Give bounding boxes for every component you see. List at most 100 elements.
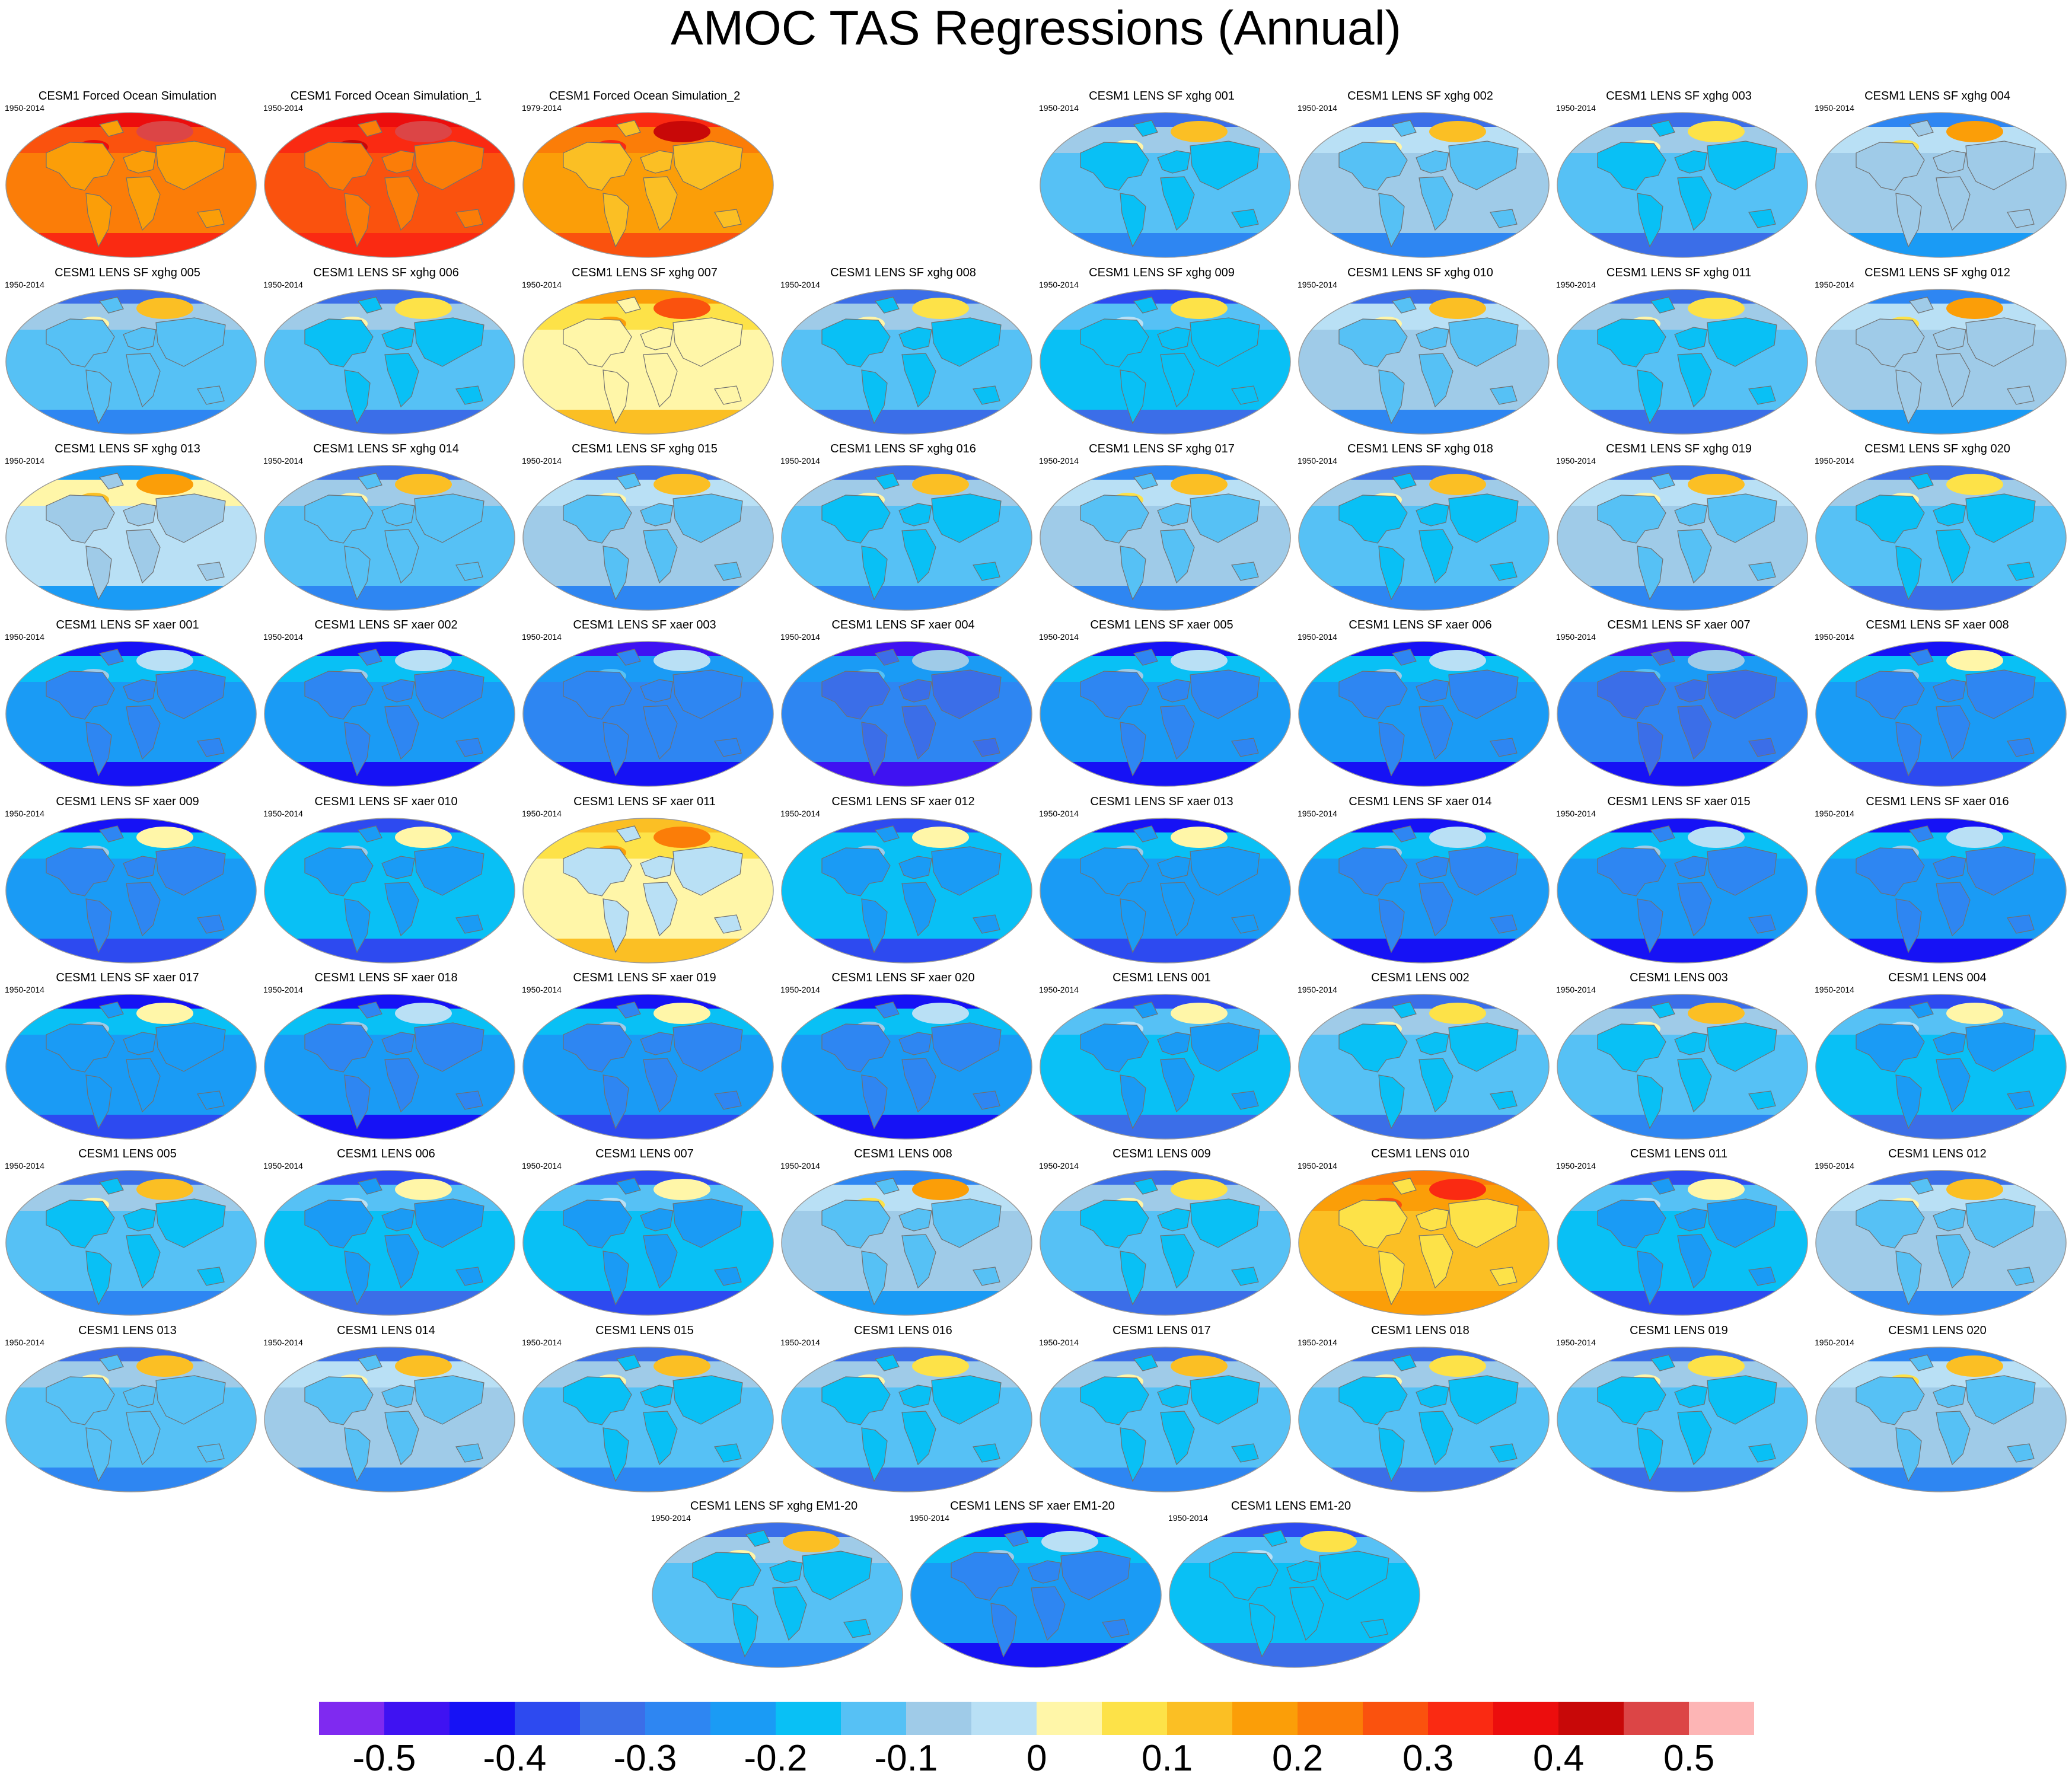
continent-outline [1231, 385, 1259, 405]
barents-anomaly [1946, 121, 2003, 142]
continent-outline [414, 317, 484, 367]
continent-outline [821, 671, 891, 720]
continent-outline [1338, 1200, 1408, 1249]
map-border [1557, 1347, 1808, 1492]
map-panel: CESM1 LENS 009 1950-2014 [1034, 1147, 1291, 1319]
map-border [5, 818, 257, 964]
continent-outline [85, 722, 112, 777]
colorbar-tick-label: -0.4 [483, 1738, 547, 1779]
continent-outline [1378, 1251, 1405, 1306]
continent-outline [357, 649, 382, 666]
map-panel: CESM1 LENS SF xaer 019 1950-2014 [517, 971, 774, 1143]
colorbar-tick-label: 0.4 [1533, 1738, 1585, 1779]
continent-outline [1490, 209, 1518, 228]
continent-outline [898, 856, 932, 879]
map-border [1557, 641, 1808, 787]
map-border [781, 1347, 1032, 1492]
panel-period: 1950-2014 [1039, 1161, 1079, 1170]
arctic-band [1816, 994, 2066, 1009]
panel-period: 1950-2014 [5, 1338, 44, 1347]
continent-outline [1080, 142, 1149, 191]
continent-outline [563, 671, 632, 720]
arctic-band [523, 994, 773, 1009]
panel-period: 1950-2014 [1039, 809, 1079, 818]
map-svg [1040, 112, 1291, 258]
southern-ocean-band [1816, 410, 2066, 434]
continent-outline [126, 529, 161, 584]
continent-outline [455, 385, 483, 405]
continent-outline [1190, 1198, 1260, 1248]
continent-outline [126, 882, 161, 937]
map-svg [5, 1170, 257, 1316]
map-panel: CESM1 LENS SF xaer 020 1950-2014 [776, 971, 1032, 1143]
panel-title: CESM1 LENS 003 [1630, 971, 1728, 984]
map-panel: CESM1 LENS 003 1950-2014 [1551, 971, 1808, 1143]
panel-period: 1950-2014 [522, 985, 562, 994]
colorbar [319, 1702, 1754, 1735]
continent-outline [1597, 671, 1666, 720]
colorbar-swatch [1102, 1702, 1168, 1735]
continent-outline [1674, 150, 1708, 174]
continent-outline [1674, 679, 1708, 703]
map-border [5, 994, 257, 1140]
continent-outline [821, 1200, 891, 1249]
continent-outline [1080, 495, 1149, 544]
continent-outline [2007, 1090, 2035, 1110]
map-border [5, 1347, 257, 1492]
arctic-band [1299, 818, 1549, 832]
panel-title: CESM1 LENS 016 [854, 1324, 952, 1337]
arctic-band [264, 994, 515, 1009]
map-svg [5, 818, 257, 964]
continent-outline [1157, 327, 1191, 350]
continent-outline [1133, 120, 1158, 137]
arctic-band [1040, 642, 1290, 656]
continent-outline [1908, 825, 1934, 843]
continent-outline [732, 1603, 758, 1658]
map-panel: CESM1 LENS SF xghg 016 1950-2014 [776, 442, 1032, 614]
continent-outline [1338, 1376, 1408, 1425]
arctic-band [523, 113, 773, 127]
continent-outline [304, 1200, 374, 1249]
southern-ocean-band [1299, 939, 1549, 963]
continent-outline [861, 1427, 888, 1482]
map-border [1040, 641, 1291, 787]
map-svg [1040, 641, 1291, 787]
panel-title: CESM1 LENS 010 [1371, 1147, 1469, 1160]
map-panel: CESM1 LENS SF xaer 004 1950-2014 [776, 618, 1032, 790]
continent-outline [1391, 296, 1417, 314]
continent-outline [1965, 1022, 2036, 1072]
continent-outline [1120, 1074, 1146, 1130]
continent-outline [643, 882, 678, 937]
continent-outline [46, 1376, 115, 1425]
continent-outline [126, 1411, 161, 1466]
arctic-band [1557, 818, 1808, 832]
panel-period: 1950-2014 [1815, 632, 1854, 642]
arctic-band [652, 1523, 903, 1537]
map-svg [1815, 465, 2067, 611]
map-svg [1298, 465, 1550, 611]
continent-outline [1231, 738, 1259, 757]
continent-outline [1319, 1551, 1389, 1600]
panel-title: CESM1 LENS EM1-20 [1231, 1500, 1351, 1513]
continent-outline [98, 296, 124, 314]
continent-outline [973, 738, 1000, 757]
panel-period: 1950-2014 [1298, 632, 1337, 642]
continent-outline [414, 141, 484, 190]
continent-outline [1490, 738, 1518, 757]
continent-outline [1416, 150, 1449, 174]
continent-outline [2007, 209, 2035, 228]
colorbar-swatch [1298, 1702, 1363, 1735]
colorbar-tick-label: 0.1 [1142, 1738, 1193, 1779]
continent-outline [1637, 369, 1663, 425]
barents-anomaly [136, 650, 193, 671]
continent-outline [1674, 1385, 1708, 1408]
southern-ocean-band [6, 1291, 256, 1315]
map-border [652, 1522, 903, 1668]
map-svg [1298, 994, 1550, 1140]
barents-anomaly [1688, 827, 1745, 848]
southern-ocean-band [1299, 762, 1549, 786]
panel-title: CESM1 LENS SF xghg 003 [1606, 90, 1752, 103]
map-svg [1298, 112, 1550, 258]
continent-outline [1908, 120, 1934, 137]
map-border [264, 465, 515, 611]
